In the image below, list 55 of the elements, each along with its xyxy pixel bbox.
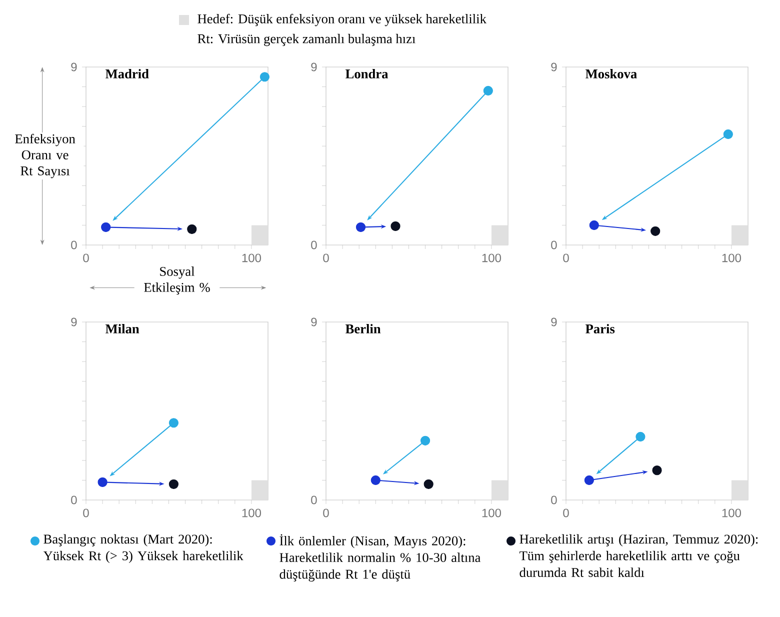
x-axis-title: Sosyal Etkileşim %: [144, 266, 210, 295]
legend-label: Hareketlilik artışı (Haziran, Temmuz 2020): Tüm şehirlerde hareketlilik arttı ve çoğu durumda Rt sabit kaldı: [520, 534, 758, 577]
point: [260, 72, 270, 82]
y-tick-label: 9: [71, 62, 77, 72]
x-tick-label: 0: [563, 254, 569, 262]
legend-label: İlk önlemler (Nisan, Mayıs 2020): Hareketlilik normalin % 10-30 altına düştüğünde Rt 1'e düştü: [280, 534, 481, 582]
point: [168, 479, 178, 489]
x-tick-label: 0: [83, 508, 89, 518]
y-tick-label: 9: [311, 62, 317, 72]
y-tick-label: 0: [311, 240, 317, 250]
point: [98, 477, 108, 487]
y-axis-title: Enfeksiyon Oranı ve Rt Sayısı: [15, 134, 76, 178]
x-tick-label: 100: [482, 508, 502, 518]
chart-title: Milan: [106, 324, 140, 334]
y-tick-label: 0: [311, 496, 317, 504]
point: [168, 418, 178, 428]
x-tick-label: 0: [83, 254, 89, 262]
y-tick-label: 0: [551, 496, 557, 504]
y-tick-label: 9: [71, 318, 77, 326]
point: [101, 222, 111, 232]
chart-title: Moskova: [586, 69, 637, 78]
point: [636, 432, 646, 442]
point: [420, 436, 430, 446]
y-tick-label: 9: [311, 318, 317, 326]
point: [356, 222, 366, 232]
x-tick-label: 100: [242, 254, 261, 262]
y-tick-label: 0: [551, 240, 557, 250]
x-tick-label: 100: [242, 508, 261, 518]
y-tick-label: 9: [551, 62, 557, 72]
chart-title: Londra: [346, 69, 388, 78]
point: [390, 221, 400, 232]
text: Rt: Virüsün gerçek zamanlı bulaşma hızı: [198, 34, 416, 46]
x-tick-label: 100: [722, 508, 742, 518]
x-tick-label: 0: [323, 508, 329, 518]
point: [650, 226, 660, 236]
point: [187, 224, 197, 234]
point: [652, 466, 662, 476]
point: [589, 220, 599, 230]
point: [424, 479, 434, 489]
x-tick-label: 0: [323, 254, 329, 262]
text: Hedef: Düşük enfeksiyon oranı ve yüksek hareketlilik: [198, 14, 486, 26]
point: [483, 86, 493, 96]
chart-title: Paris: [586, 324, 615, 334]
legend-label: Başlangıç noktası (Mart 2020): Yüksek Rt (> 3) Yüksek hareketlilik: [43, 534, 244, 564]
point: [723, 129, 733, 140]
chart-title: Madrid: [106, 69, 149, 78]
point: [584, 475, 594, 486]
y-tick-label: 0: [71, 240, 77, 250]
x-tick-label: 100: [722, 254, 742, 262]
y-tick-label: 9: [551, 318, 557, 326]
x-tick-label: 100: [482, 254, 502, 262]
x-tick-label: 0: [563, 508, 569, 518]
chart-title: Berlin: [346, 324, 381, 334]
y-tick-label: 0: [71, 496, 77, 504]
point: [370, 475, 380, 486]
